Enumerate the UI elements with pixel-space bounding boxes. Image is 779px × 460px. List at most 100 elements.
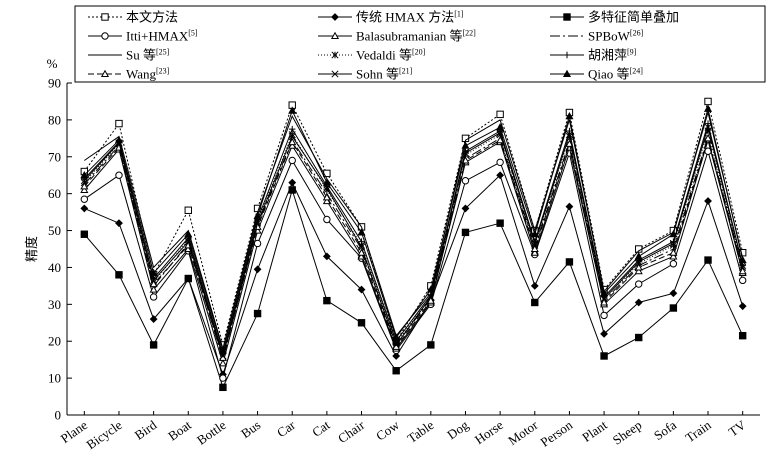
y-tick-label: 10: [48, 371, 61, 386]
data-point: [600, 298, 609, 306]
data-point: [565, 111, 574, 120]
legend-item: 多特征简单叠加: [550, 10, 679, 25]
data-point: [563, 51, 571, 59]
data-point: [562, 69, 572, 78]
x-tick-label: Cow: [373, 417, 402, 444]
data-point: [218, 346, 227, 354]
data-point: [115, 119, 123, 128]
legend-label: 胡湘萍[9]: [588, 48, 637, 63]
data-point: [600, 329, 608, 338]
x-tick-label: Plant: [579, 417, 610, 445]
data-point: [219, 374, 227, 382]
data-point: [496, 110, 504, 119]
series-line: [84, 110, 744, 351]
data-point: [331, 70, 339, 78]
legend-item: Itti+HMAX[5]: [88, 29, 198, 44]
legend-item: Balasubramanian 等[22]: [318, 29, 476, 44]
series-本文方法: [80, 97, 747, 349]
x-tick-label: Train: [682, 417, 714, 445]
series-line: [83, 101, 744, 346]
data-point: [600, 289, 609, 297]
data-point: [496, 219, 504, 227]
data-point: [357, 243, 366, 251]
data-point: [288, 156, 296, 165]
data-point: [704, 256, 712, 264]
data-point: [461, 177, 470, 185]
data-point: [323, 296, 331, 305]
data-point: [738, 255, 747, 264]
legend-item: 传统 HMAX 方法[1]: [318, 10, 464, 25]
data-point: [703, 134, 713, 142]
data-point: [149, 285, 158, 293]
x-tick-label: Bottle: [194, 417, 229, 448]
data-point: [115, 171, 123, 179]
data-point: [669, 304, 678, 312]
axes: [66, 83, 760, 416]
data-point: [392, 341, 400, 349]
legend-label: Itti+HMAX[5]: [126, 29, 198, 44]
x-tick-label: Bird: [132, 417, 160, 443]
data-point: [288, 178, 297, 187]
data-point: [392, 352, 401, 360]
data-point: [149, 315, 158, 323]
data-point: [218, 359, 227, 367]
data-point: [531, 298, 539, 307]
series-su-等: [84, 110, 744, 351]
legend-label: 本文方法: [126, 10, 178, 25]
data-point: [530, 230, 539, 238]
data-point: [739, 262, 747, 270]
legend-label: 多特征简单叠加: [588, 10, 679, 25]
y-axis-label: 精度: [24, 236, 39, 262]
x-tick-label: Person: [538, 417, 576, 450]
series-line: [83, 188, 744, 389]
series-wang: [80, 134, 747, 361]
x-tick-label: TV: [726, 417, 749, 440]
data-point: [530, 281, 539, 290]
data-point: [634, 252, 643, 260]
data-point: [392, 333, 401, 341]
data-point: [426, 296, 435, 304]
x-tick-label: Boat: [165, 417, 194, 444]
data-point: [704, 97, 712, 106]
series-多特征简单叠加: [80, 186, 747, 392]
series-line: [83, 138, 744, 366]
x-tick-label: Sheep: [610, 417, 645, 448]
series-qiao-等: [80, 104, 747, 354]
legend-label: SPBoW[26]: [588, 29, 644, 44]
data-point: [114, 135, 124, 144]
x-tick-label: Motor: [505, 417, 541, 448]
data-point: [530, 244, 539, 253]
data-point: [184, 206, 192, 214]
plot-area: [80, 97, 747, 392]
data-point: [634, 266, 643, 275]
legend-label: 传统 HMAX 方法[1]: [356, 10, 464, 25]
data-point: [669, 239, 677, 248]
data-point: [322, 178, 331, 186]
y-tick-label: 30: [48, 297, 61, 312]
data-point: [323, 215, 331, 224]
data-point: [80, 204, 89, 213]
y-tick-label: 40: [48, 260, 61, 275]
series-line: [84, 174, 744, 376]
data-point: [738, 266, 747, 275]
y-tick-label: 60: [48, 186, 61, 201]
data-point: [426, 285, 435, 293]
series-传统-hmax-方法: [80, 171, 747, 379]
data-point: [704, 123, 712, 131]
data-point: [738, 276, 747, 285]
x-tick-label: Cat: [309, 417, 333, 440]
data-point: [738, 302, 747, 311]
data-point: [288, 132, 296, 141]
series-line: [83, 136, 744, 360]
data-point: [703, 104, 713, 112]
data-point: [565, 258, 574, 266]
data-point: [288, 186, 296, 194]
data-point: [80, 195, 89, 203]
legend-label: Qiao 等[24]: [588, 67, 643, 82]
legend-item: Qiao 等[24]: [550, 67, 643, 82]
data-point: [600, 352, 608, 360]
y-tick-label: 20: [48, 334, 61, 349]
data-point: [565, 202, 574, 211]
